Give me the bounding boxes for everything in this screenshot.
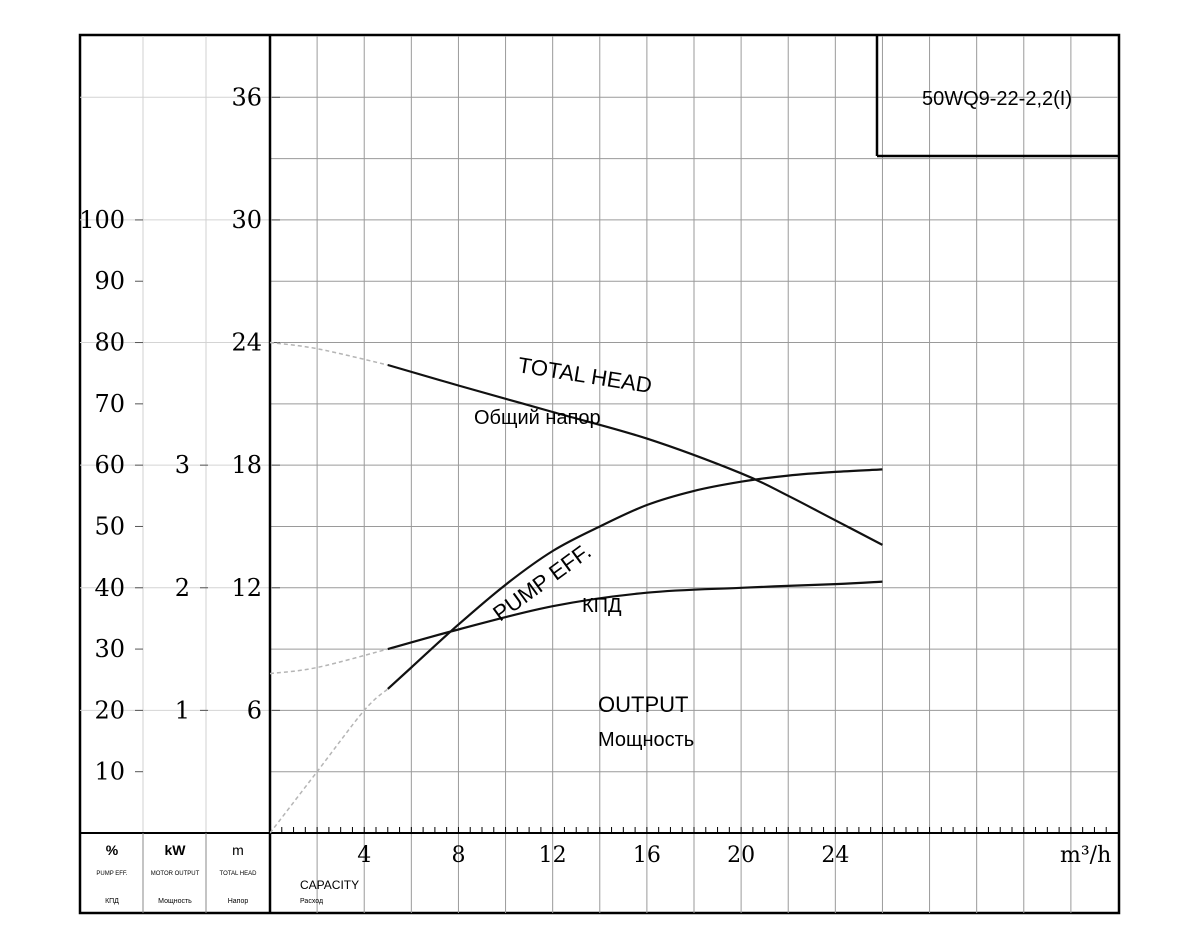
head-tick-label: 6 [247, 696, 262, 724]
eff-tick-label: 40 [94, 574, 125, 602]
eff-tick-label: 50 [94, 512, 125, 540]
power-unit: kW [165, 842, 187, 858]
x-tick-label: 16 [633, 843, 661, 868]
curve-head [387, 363, 883, 546]
pump-eff-label-ru: КПД [582, 595, 622, 617]
chart-title: 50WQ9-22-2,2(I) [922, 88, 1072, 110]
x-tick-label: 4 [357, 843, 371, 868]
title-box: 50WQ9-22-2,2(I) [875, 36, 1118, 158]
curve-extension [269, 688, 389, 834]
head-label-en: TOTAL HEAD [220, 871, 258, 877]
curve-extension [269, 646, 394, 675]
curve-extension [269, 341, 394, 367]
eff-tick-label: 30 [94, 635, 125, 663]
power-label-ru: Мощность [158, 898, 192, 905]
head-label-ru: Напор [228, 898, 249, 905]
total-head-label: TOTAL HEAD [516, 352, 654, 398]
curve-eff [387, 468, 883, 690]
x-tick-label: 8 [451, 843, 465, 868]
x-axis-label-ru: Расход [300, 898, 323, 905]
output-label-ru: Мощность [598, 729, 694, 751]
axis-header-row: % kW m PUMP EFF. MOTOR OUTPUT TOTAL HEAD… [80, 832, 1111, 913]
head-tick-label: 18 [231, 451, 262, 479]
x-axis-unit: m³/h [1060, 843, 1111, 868]
chart-grid [80, 36, 1118, 913]
eff-label-ru: КПД [105, 898, 119, 905]
head-unit: m [232, 842, 244, 858]
eff-tick-label: 70 [94, 390, 125, 418]
power-tick-label: 3 [175, 451, 190, 479]
pump-eff-label: PUMP EFF. [488, 539, 595, 627]
power-label-en: MOTOR OUTPUT [151, 871, 200, 877]
curves [269, 341, 883, 834]
eff-tick-label: 60 [94, 451, 125, 479]
eff-tick-label: 100 [79, 206, 125, 234]
output-label: OUTPUT [598, 692, 688, 717]
eff-label-en: PUMP EFF. [96, 871, 128, 877]
eff-tick-label: 90 [94, 267, 125, 295]
eff-unit: % [106, 842, 119, 858]
power-tick-label: 1 [175, 696, 190, 724]
x-tick-label: 12 [539, 843, 567, 868]
head-tick-label: 24 [231, 329, 262, 357]
x-tick-label: 20 [727, 843, 755, 868]
curve-labels: 4 8 12 16 20 24 TOTAL HEAD Общий напор PUMP EFF.… [357, 352, 849, 868]
curve-power [387, 580, 883, 651]
eff-tick-label: 10 [94, 758, 125, 786]
power-tick-label: 2 [175, 574, 190, 602]
head-tick-label: 12 [231, 574, 262, 602]
eff-tick-label: 80 [94, 329, 125, 357]
head-tick-label: 30 [231, 206, 262, 234]
x-axis-label-en: CAPACITY [300, 878, 359, 892]
total-head-label-ru: Общий напор [474, 407, 601, 429]
eff-tick-label: 20 [94, 696, 125, 724]
head-tick-label: 36 [231, 83, 262, 111]
x-tick-label: 24 [821, 843, 849, 868]
